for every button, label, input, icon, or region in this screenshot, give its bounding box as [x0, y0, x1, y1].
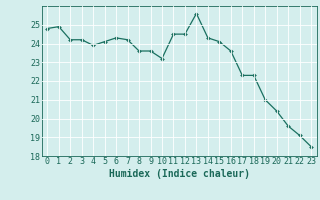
X-axis label: Humidex (Indice chaleur): Humidex (Indice chaleur)	[109, 169, 250, 179]
